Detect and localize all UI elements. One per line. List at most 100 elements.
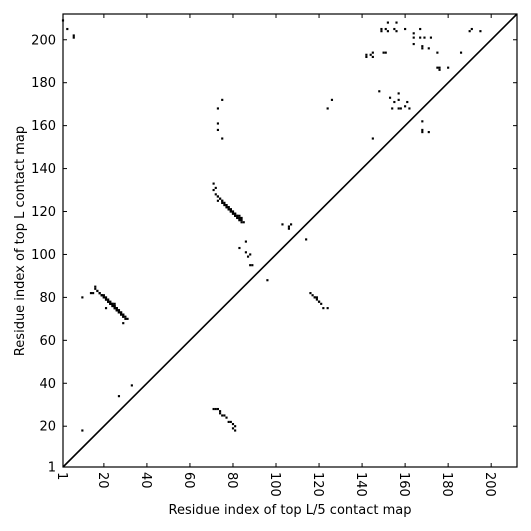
y-tick-label: 120: [31, 205, 56, 220]
contact-cell-upper: [419, 36, 422, 39]
contact-cell-upper: [227, 206, 230, 209]
contact-cells: [61, 19, 482, 432]
y-tick-label: 80: [39, 291, 56, 306]
contact-cell-upper: [438, 66, 441, 69]
contact-cell-lower: [229, 420, 232, 423]
contact-cell-upper: [470, 27, 473, 31]
contact-cell-upper: [468, 30, 471, 33]
contact-cell-upper: [238, 219, 241, 222]
contact-cell-upper: [380, 27, 383, 31]
contact-cell-upper: [96, 289, 99, 293]
contact-cell-upper: [122, 313, 125, 316]
x-tick-label: 160: [396, 472, 411, 497]
contact-cell-upper: [120, 311, 123, 314]
contact-cell-upper: [479, 30, 482, 33]
contact-cell-upper: [81, 296, 84, 299]
contact-cell-upper: [436, 51, 439, 54]
contact-cell-lower: [219, 410, 222, 413]
contact-cell-upper: [421, 120, 424, 123]
contact-cell-upper: [89, 292, 93, 295]
contact-cell-upper: [98, 292, 101, 295]
contact-cell-upper: [126, 317, 129, 320]
contact-cell-upper: [92, 292, 95, 295]
contact-cell-upper: [216, 107, 219, 110]
contact-cell-upper: [421, 45, 424, 48]
contact-cell-upper: [419, 27, 422, 31]
contact-cell-upper: [115, 309, 118, 312]
contact-cell-upper: [447, 66, 450, 69]
contact-cell-upper: [423, 36, 426, 39]
contact-cell-upper: [371, 137, 374, 140]
contact-cell-upper: [290, 223, 293, 226]
contact-cell-upper: [66, 27, 69, 31]
contact-cell-upper: [212, 182, 215, 185]
contact-cell-upper: [244, 251, 247, 254]
y-tick-label: 40: [39, 377, 56, 392]
contact-cell-upper: [113, 304, 116, 308]
contact-cell-upper: [399, 107, 402, 110]
contact-cell-upper: [382, 51, 385, 54]
y-axis-label: Residue index of top L contact map: [13, 126, 28, 356]
contact-cell-upper: [120, 313, 123, 316]
contact-cell-upper: [109, 302, 112, 305]
contact-cell-upper: [404, 105, 407, 108]
contact-cell-upper: [229, 208, 232, 211]
contact-cell-upper: [404, 27, 407, 31]
contact-cell-upper: [397, 107, 400, 110]
contact-cell-upper: [244, 240, 247, 243]
contact-cell-lower: [216, 407, 219, 411]
contact-cell-upper: [107, 298, 110, 301]
contact-cell-upper: [238, 216, 241, 220]
contact-cell-upper: [117, 311, 121, 314]
contact-cell-upper: [104, 307, 108, 310]
contact-cell-upper: [395, 21, 398, 24]
contact-cell-upper: [94, 285, 97, 288]
contact-cell-upper: [223, 201, 226, 205]
contact-cell-upper: [216, 199, 219, 202]
contact-cell-lower: [231, 427, 235, 430]
contact-cell-upper: [102, 296, 105, 299]
contact-cell-upper: [287, 225, 290, 228]
contact-cell-upper: [221, 201, 224, 205]
contact-cell-upper: [421, 128, 424, 132]
contact-cell-upper: [459, 51, 463, 54]
contact-cell-upper: [214, 186, 217, 189]
contact-cell-upper: [436, 66, 439, 69]
contact-cell-lower: [225, 416, 228, 419]
contact-cell-upper: [386, 30, 389, 33]
contact-cell-upper: [281, 223, 284, 226]
contact-cell-upper: [371, 55, 374, 59]
contact-cell-upper: [72, 36, 75, 39]
contact-cell-upper: [429, 36, 433, 39]
x-axis-label: Residue index of top L/5 contact map: [169, 503, 412, 518]
contact-cell-upper: [309, 292, 312, 295]
contact-cell-upper: [386, 21, 389, 24]
contact-cell-lower: [231, 422, 235, 426]
contact-cell-upper: [391, 107, 394, 110]
x-tick-label: 40: [138, 472, 153, 489]
contact-cell-upper: [378, 90, 381, 93]
contact-cell-lower: [221, 414, 224, 417]
contact-cell-upper: [421, 47, 424, 50]
contact-cell-upper: [408, 107, 411, 110]
contact-cell-upper: [231, 212, 235, 215]
contact-cell-upper: [315, 298, 318, 301]
contact-cell-upper: [234, 212, 237, 215]
contact-cell-upper: [395, 30, 398, 33]
contact-cell-upper: [313, 296, 316, 299]
contact-cell-upper: [102, 294, 105, 297]
x-tick-label: 20: [95, 472, 110, 489]
contact-cell-upper: [104, 298, 108, 301]
contact-cell-upper: [251, 264, 254, 267]
contact-cell-upper: [388, 96, 392, 99]
contact-cell-upper: [266, 279, 269, 282]
y-tick-label: 160: [31, 119, 56, 134]
contact-cell-upper: [369, 53, 372, 56]
contact-cell-upper: [240, 219, 243, 222]
contact-cell-upper: [236, 216, 239, 220]
contact-cell-lower: [234, 425, 237, 428]
contact-cell-upper: [305, 238, 308, 241]
contact-cell-upper: [212, 188, 215, 192]
